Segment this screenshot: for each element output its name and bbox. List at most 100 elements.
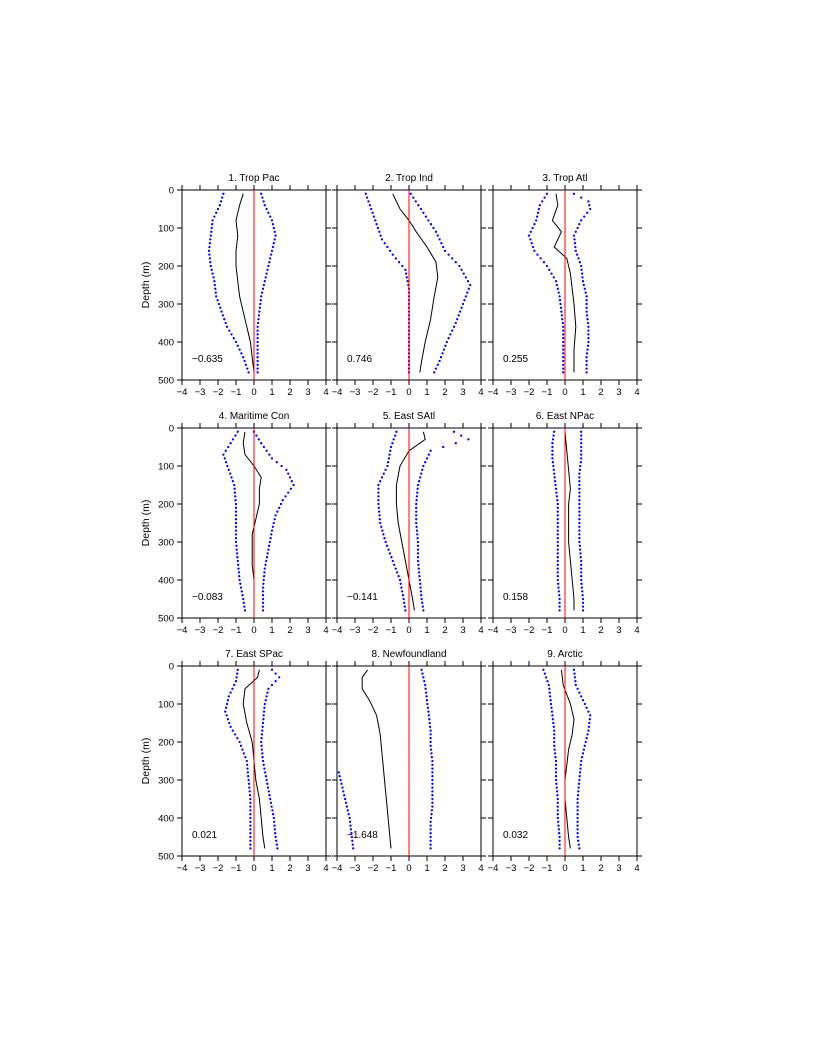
- bound-dot: [370, 207, 373, 211]
- bound-dot: [238, 348, 241, 351]
- x-tick-label: 0: [562, 387, 567, 398]
- bound-dot: [388, 552, 392, 555]
- bound-dot: [273, 518, 276, 521]
- bound-dot: [377, 491, 380, 494]
- bound-dot: [562, 363, 565, 366]
- bound-dot: [558, 847, 561, 850]
- bound-dot: [578, 491, 581, 494]
- bound-dot: [424, 687, 427, 690]
- bound-dot: [556, 816, 559, 820]
- bound-dot: [581, 609, 585, 612]
- bound-dot: [394, 257, 398, 260]
- bound-dot: [266, 268, 269, 271]
- bound-dot: [558, 605, 561, 608]
- x-tick-label: 3: [305, 387, 310, 398]
- bound-dot: [415, 510, 418, 513]
- bound-dot: [442, 445, 445, 449]
- bound-dot: [261, 752, 264, 755]
- y-tick-label: 100: [158, 224, 174, 235]
- bound-dot: [234, 502, 238, 506]
- bound-dot: [429, 740, 432, 744]
- bound-dot: [429, 748, 433, 751]
- bound-dot: [258, 306, 262, 309]
- bound-dot: [227, 445, 230, 449]
- bound-dot: [273, 230, 276, 233]
- bound-dot: [588, 718, 591, 721]
- bound-dot: [236, 556, 239, 559]
- bound-dot: [580, 563, 583, 566]
- bound-dot: [274, 832, 277, 835]
- bound-dot: [576, 835, 579, 839]
- bound-dot: [232, 337, 235, 340]
- bound-dot: [262, 714, 265, 717]
- bound-dot: [271, 809, 274, 812]
- bound-dot: [377, 499, 380, 502]
- bound-dot: [261, 756, 264, 759]
- bound-dot: [209, 238, 212, 241]
- bound-dot: [384, 540, 387, 544]
- panel-title: 8. Newfoundland: [371, 649, 446, 660]
- bound-dot: [589, 714, 592, 717]
- bound-dot: [430, 809, 434, 812]
- bound-dot: [551, 457, 554, 460]
- bound-dot: [271, 813, 275, 816]
- bound-profile-dots: [222, 430, 247, 612]
- bound-dot: [585, 314, 589, 317]
- bound-dot: [431, 786, 434, 789]
- y-tick-label: 400: [158, 814, 174, 825]
- bound-profile-dots: [415, 430, 470, 612]
- x-tick-label: 0: [562, 625, 567, 636]
- bound-dot: [231, 438, 235, 441]
- bound-dot: [243, 605, 246, 608]
- bound-dot: [561, 318, 564, 321]
- bound-dot: [427, 453, 430, 456]
- bound-dot: [249, 824, 252, 827]
- bound-dot: [208, 242, 212, 245]
- bound-dot: [403, 605, 406, 608]
- bound-dot: [215, 211, 218, 214]
- bound-dot: [227, 695, 230, 698]
- bound-dot: [288, 476, 292, 479]
- bound-dot: [211, 223, 214, 226]
- bound-dot: [401, 590, 404, 593]
- x-tick-label: 1: [580, 863, 585, 874]
- bound-dot: [265, 778, 268, 782]
- bound-dot: [585, 356, 588, 359]
- x-tick-label: 4: [478, 387, 483, 398]
- bound-profile-dots: [207, 192, 250, 374]
- correlation-value-label: 0.158: [503, 592, 528, 603]
- bound-dot: [380, 476, 384, 479]
- bound-dot: [248, 790, 251, 793]
- x-tick-label: −3: [195, 863, 206, 874]
- bound-dot: [234, 521, 238, 525]
- bound-dot: [381, 529, 384, 532]
- bound-dot: [266, 552, 269, 555]
- bound-dot: [276, 847, 279, 850]
- bound-dot: [431, 805, 434, 808]
- bound-dot: [267, 211, 270, 214]
- bound-dot: [556, 518, 559, 521]
- bound-dot: [249, 820, 252, 823]
- bound-dot: [234, 540, 238, 544]
- x-tick-label: 3: [616, 387, 621, 398]
- bound-dot: [260, 748, 264, 751]
- bound-profile-dots: [252, 430, 295, 612]
- bound-dot: [420, 668, 423, 671]
- bound-dot: [585, 310, 588, 313]
- bound-dot: [582, 748, 586, 751]
- x-tick-label: 2: [598, 625, 603, 636]
- bound-dot: [229, 725, 232, 728]
- bound-dot: [249, 835, 252, 839]
- bound-dot: [555, 491, 558, 494]
- bound-dot: [576, 828, 579, 831]
- bound-dot: [460, 434, 463, 437]
- bound-dot: [210, 268, 213, 271]
- bound-dot: [562, 344, 565, 347]
- bound-dot: [551, 714, 554, 717]
- bound-dot: [578, 483, 581, 487]
- bound-profile-dots: [578, 430, 585, 612]
- bound-dot: [558, 843, 561, 846]
- bound-dot: [551, 453, 554, 456]
- bound-dot: [429, 843, 432, 846]
- bound-dot: [260, 733, 264, 736]
